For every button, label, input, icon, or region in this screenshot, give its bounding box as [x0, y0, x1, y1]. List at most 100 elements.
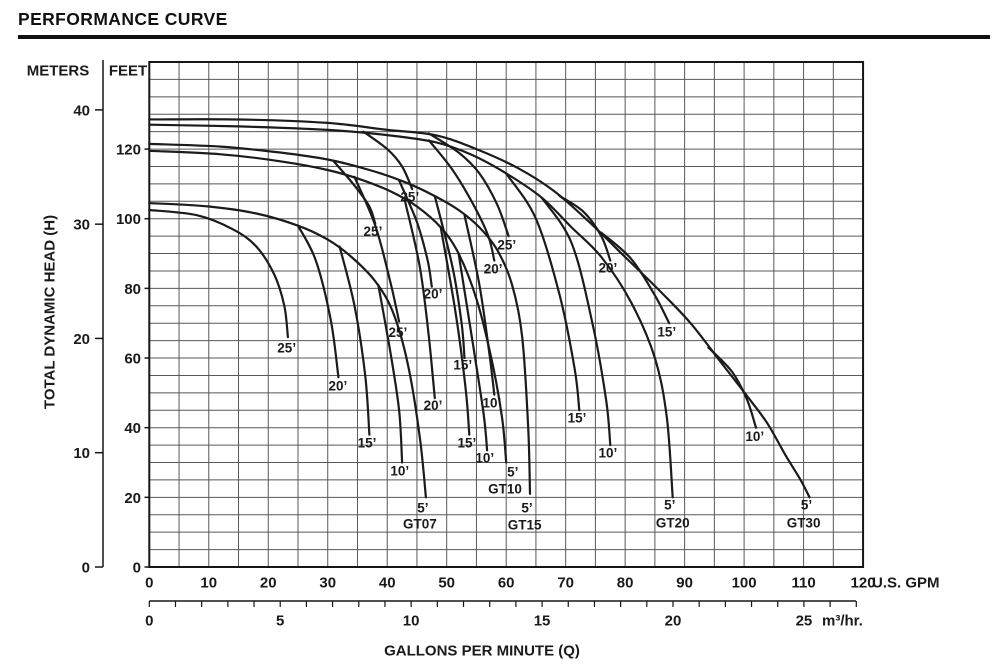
gpm-unit-label: U.S. GPM — [872, 575, 940, 592]
curve-label: GT10 — [488, 481, 522, 496]
m3hr-tick-label: 5 — [276, 613, 284, 630]
curve-label: 20’ — [328, 378, 347, 393]
m3hr-tick-label: 15 — [534, 613, 551, 630]
curve-label: 5’ — [801, 498, 812, 513]
curve-GT10-25ft — [353, 175, 401, 323]
curve-GT20-15ft — [505, 172, 581, 412]
title-rule — [18, 35, 990, 39]
curve-label: 15’ — [568, 410, 587, 425]
m3hr-tick-label: 25 — [796, 613, 813, 630]
curve-GT07-10ft — [377, 283, 404, 464]
curve-label: 10’ — [599, 445, 618, 460]
curve-GT07-15ft — [338, 245, 371, 436]
curve-label: 5’ — [417, 500, 428, 515]
curve-GT15-10ft — [463, 214, 496, 396]
curve-label: GT30 — [787, 516, 821, 531]
curve-label: 10’ — [475, 450, 494, 465]
meters-tick-label: 20 — [73, 331, 90, 348]
gpm-tick-label: 30 — [319, 575, 336, 592]
curve-label: 5’ — [521, 500, 532, 515]
curve-GT20-5ft — [148, 123, 674, 499]
curve-labels: 25’20’15’10’5’GT0725’20’15’10’5’GT1025’2… — [277, 189, 820, 532]
curve-label: 25’ — [277, 340, 296, 355]
curve-label: 10’ — [745, 429, 764, 444]
curve-label: 5’ — [664, 498, 675, 513]
curve-GT20-10ft — [540, 196, 612, 447]
curve-GT10-20ft — [403, 200, 436, 400]
feet-tick-label: 100 — [116, 211, 141, 228]
feet-tick-label: 60 — [124, 351, 141, 368]
curve-label: 15’ — [358, 436, 377, 451]
curve-label: 20’ — [484, 261, 503, 276]
curve-GT07-20ft — [296, 224, 340, 379]
curve-GT10-15ft — [439, 226, 471, 436]
gpm-tick-label: 20 — [260, 575, 277, 592]
curve-label: 25’ — [389, 325, 408, 340]
gpm-tick-label: 70 — [557, 575, 574, 592]
m3hr-tick-label: 10 — [403, 613, 420, 630]
curve-GT10-5ft — [148, 149, 508, 464]
curve-label: 25’ — [497, 237, 516, 252]
curve-GT10-10ft — [457, 252, 489, 452]
curve-GT15-25ft — [332, 160, 377, 225]
y-axis-title: TOTAL DYNAMIC HEAD (H) — [42, 215, 59, 409]
gpm-tick-label: 40 — [379, 575, 396, 592]
curve-GT20-25ft — [362, 130, 414, 191]
curve-label: 15’ — [657, 324, 676, 339]
gpm-tick-label: 110 — [791, 575, 815, 592]
meters-tick-label: 0 — [82, 560, 90, 577]
feet-tick-label: 80 — [124, 281, 141, 298]
curve-GT30-15ft — [600, 231, 671, 325]
curve-GT30-20ft — [558, 194, 612, 262]
meters-tick-label: 40 — [73, 102, 90, 119]
m3hr-tick-label: 0 — [145, 613, 153, 630]
meters-header: METERS — [27, 63, 90, 80]
gpm-tick-label: 90 — [676, 575, 693, 592]
curve-label: 10’ — [390, 463, 409, 478]
curve-GT30-10ft — [707, 346, 758, 429]
meters-tick-label: 30 — [73, 217, 90, 234]
x-axis-title: GALLONS PER MINUTE (Q) — [384, 643, 580, 660]
curve-label: GT07 — [403, 516, 437, 531]
curve-GT07-25ft — [148, 208, 289, 339]
pump-curves — [148, 118, 811, 499]
curve-label: 20’ — [424, 286, 443, 301]
curve-label: GT15 — [508, 517, 542, 532]
plot-border — [148, 60, 865, 569]
feet-header: FEET — [109, 63, 147, 80]
curve-GT20-20ft — [427, 139, 496, 262]
page-title: PERFORMANCE CURVE — [18, 9, 228, 29]
curve-label: 10’ — [483, 395, 502, 410]
curve-label: GT20 — [656, 516, 690, 531]
feet-tick-label: 0 — [133, 560, 141, 577]
feet-tick-label: 120 — [116, 142, 141, 159]
curve-GT07-5ft — [148, 201, 427, 499]
meters-tick-label: 10 — [73, 445, 90, 462]
curve-label: 25’ — [400, 189, 419, 204]
m3hr-unit-label: m³/hr. — [822, 613, 863, 630]
gpm-tick-label: 60 — [498, 575, 515, 592]
gpm-tick-label: 10 — [200, 575, 217, 592]
gpm-tick-label: 120 — [851, 575, 876, 592]
feet-tick-label: 20 — [124, 490, 141, 507]
gpm-tick-label: 0 — [145, 575, 153, 592]
curve-GT15-5ft — [148, 142, 532, 495]
curve-label: 20’ — [424, 398, 443, 413]
curve-label: 25’ — [364, 224, 383, 239]
gpm-tick-label: 80 — [617, 575, 634, 592]
curve-label: 15’ — [453, 357, 472, 372]
feet-tick-label: 40 — [124, 420, 141, 437]
curve-GT30-25ft — [427, 132, 510, 238]
gpm-tick-label: 50 — [438, 575, 455, 592]
curve-label: 15’ — [458, 436, 477, 451]
curve-label: 5’ — [507, 464, 518, 479]
gpm-tick-label: 100 — [732, 575, 757, 592]
m3hr-tick-label: 20 — [665, 613, 682, 630]
curve-GT15-20ft — [398, 179, 433, 288]
curve-GT15-15ft — [433, 194, 466, 360]
curve-label: 20’ — [599, 260, 618, 275]
grid — [148, 60, 865, 569]
